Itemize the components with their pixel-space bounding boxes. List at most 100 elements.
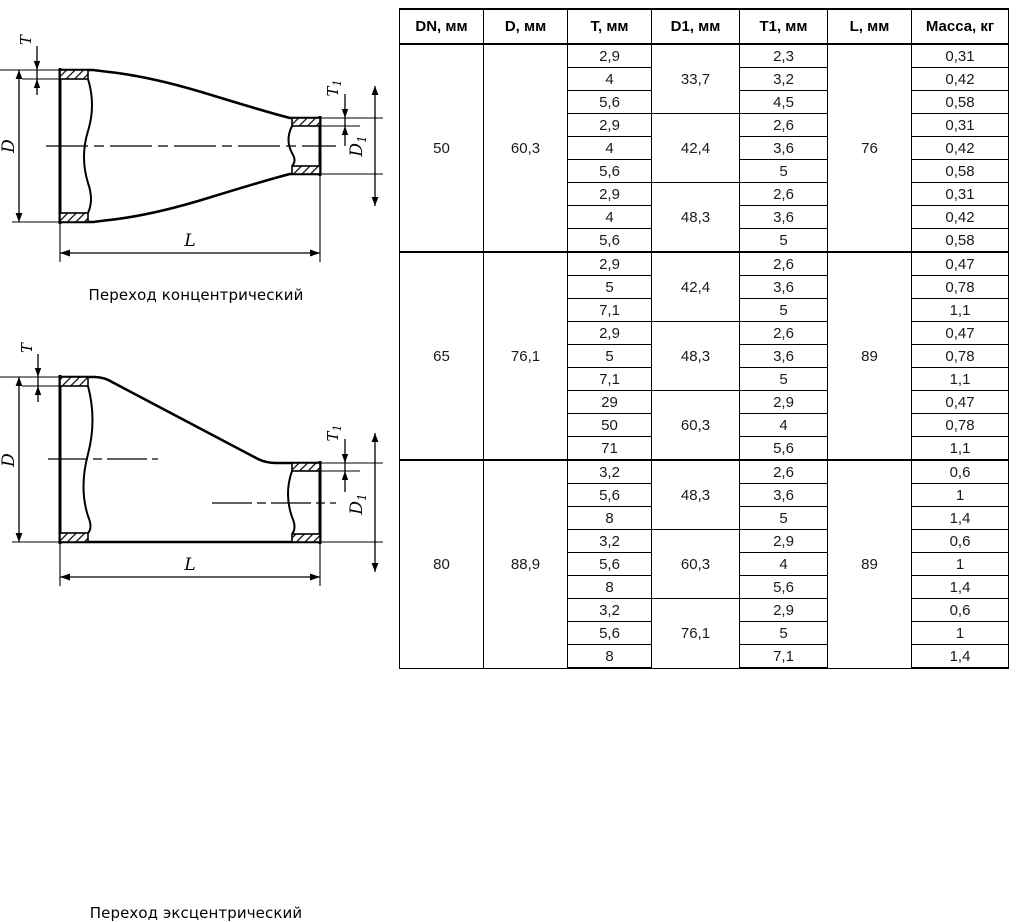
cell-l: 76 xyxy=(827,43,912,253)
cell-t1: 3,6 xyxy=(739,483,828,507)
drawings-panel: D T D1 T1 L Переход концентрический xyxy=(0,0,392,922)
svg-text:T1: T1 xyxy=(324,79,344,96)
cell-t: 5,6 xyxy=(567,159,652,183)
dimension-T1 xyxy=(320,94,372,146)
cell-t1: 5 xyxy=(739,506,828,530)
cell-t1: 5 xyxy=(739,159,828,183)
cell-t1: 7,1 xyxy=(739,644,828,669)
label-L: L xyxy=(183,231,195,251)
cell-t: 2,9 xyxy=(567,113,652,137)
cell-t: 5 xyxy=(567,344,652,368)
cell-t: 2,9 xyxy=(567,182,652,206)
cell-t1: 3,2 xyxy=(739,67,828,91)
label-T1: T1 xyxy=(324,79,344,96)
cell-t: 5,6 xyxy=(567,228,652,253)
label-L: L xyxy=(183,555,195,575)
cell-t: 8 xyxy=(567,575,652,599)
cell-t: 2,9 xyxy=(567,321,652,345)
cell-mass: 0,6 xyxy=(911,598,1009,622)
specification-table: DN, мм D, мм T, мм D1, мм T1, мм L, мм М… xyxy=(399,8,1009,669)
cell-t1: 3,6 xyxy=(739,344,828,368)
reducer-body-outline xyxy=(60,68,320,224)
drawing-eccentric-reducer: D T D1 T1 L Переход эксцентрический xyxy=(0,320,392,922)
cell-mass: 0,31 xyxy=(911,113,1009,137)
cell-l: 89 xyxy=(827,251,912,461)
cell-t: 5,6 xyxy=(567,90,652,114)
cell-dn: 65 xyxy=(399,251,484,461)
table-row: 4 3,6 0,42 xyxy=(400,205,1009,229)
label-T: T xyxy=(18,342,36,353)
table-row: 4 3,6 0,42 xyxy=(400,136,1009,160)
cell-t: 7,1 xyxy=(567,298,652,322)
cell-mass: 0,47 xyxy=(911,390,1009,414)
svg-text:D1: D1 xyxy=(347,135,369,157)
svg-text:D1: D1 xyxy=(347,493,369,515)
cell-t1: 2,6 xyxy=(739,459,828,484)
cell-l: 89 xyxy=(827,459,912,669)
column-header-l: L, мм xyxy=(827,8,912,45)
cell-t1: 5,6 xyxy=(739,575,828,599)
cell-t1: 4 xyxy=(739,552,828,576)
cell-mass: 1,4 xyxy=(911,644,1009,669)
cell-t: 5 xyxy=(567,275,652,299)
table-row: 7,1 5 1,1 xyxy=(400,367,1009,391)
cell-mass: 0,47 xyxy=(911,321,1009,345)
cell-t1: 5 xyxy=(739,621,828,645)
cell-mass: 0,42 xyxy=(911,67,1009,91)
cell-t: 4 xyxy=(567,136,652,160)
cell-mass: 0,78 xyxy=(911,275,1009,299)
table-row: 71 5,6 1,1 xyxy=(400,436,1009,461)
cell-t: 3,2 xyxy=(567,529,652,553)
dimension-D xyxy=(12,376,62,543)
cell-mass: 1,1 xyxy=(911,298,1009,322)
column-header-dn: DN, мм xyxy=(399,8,484,45)
label-T1: T1 xyxy=(324,424,344,441)
table-row: 2,9 48,3 2,6 0,47 xyxy=(400,321,1009,391)
cell-t: 5,6 xyxy=(567,483,652,507)
table-row: 80 88,9 3,2 48,3 2,6 89 0,6 xyxy=(399,459,1009,669)
table-row: 50 60,3 2,9 33,7 2,3 76 0,31 xyxy=(399,43,1009,253)
cell-t: 71 xyxy=(567,436,652,461)
cell-mass: 1,1 xyxy=(911,436,1009,461)
cell-mass: 0,58 xyxy=(911,228,1009,253)
cell-dn: 50 xyxy=(399,43,484,253)
column-header-mass: Масса, кг xyxy=(911,8,1009,45)
label-D: D xyxy=(0,139,19,154)
cell-mass: 0,31 xyxy=(911,43,1009,68)
dimension-L xyxy=(59,544,321,586)
dimension-T xyxy=(0,354,60,402)
cell-t: 5,6 xyxy=(567,621,652,645)
cell-t: 2,9 xyxy=(567,251,652,276)
table-row: 8 5 1,4 xyxy=(400,506,1009,530)
cell-t1: 4,5 xyxy=(739,90,828,114)
table-row: 5,6 3,6 1 xyxy=(400,483,1009,507)
cell-mass: 0,58 xyxy=(911,159,1009,183)
cell-t1: 2,6 xyxy=(739,113,828,137)
cell-mass: 0,42 xyxy=(911,205,1009,229)
cell-mass: 1,4 xyxy=(911,506,1009,530)
cell-t1: 4 xyxy=(739,413,828,437)
cell-t: 50 xyxy=(567,413,652,437)
table-row: 7,1 5 1,1 xyxy=(400,298,1009,322)
cell-t: 5,6 xyxy=(567,552,652,576)
column-header-d1: D1, мм xyxy=(651,8,740,45)
cell-t1: 2,9 xyxy=(739,529,828,553)
cell-d1: 33,7 xyxy=(651,43,740,114)
cell-t: 2,9 xyxy=(567,43,652,68)
cell-d1: 42,4 xyxy=(651,113,740,183)
table-row: 5,6 5 1 xyxy=(400,621,1009,645)
cell-t: 3,2 xyxy=(567,598,652,622)
cell-d1: 48,3 xyxy=(651,321,740,391)
cell-t1: 2,9 xyxy=(739,598,828,622)
cell-dn: 80 xyxy=(399,459,484,669)
cell-d1: 60,3 xyxy=(651,529,740,599)
cell-mass: 0,6 xyxy=(911,459,1009,484)
cell-t: 8 xyxy=(567,644,652,669)
cell-mass: 1,4 xyxy=(911,575,1009,599)
caption-eccentric: Переход эксцентрический xyxy=(89,904,303,922)
table-body: 50 60,3 2,9 33,7 2,3 76 0,31 4 3,2 0,42 5,6 4,5 0,58… xyxy=(399,43,1009,669)
caption-concentric: Переход концентрический xyxy=(88,286,304,304)
cell-t1: 2,6 xyxy=(739,251,828,276)
cell-d: 60,3 xyxy=(483,43,568,253)
dimension-T xyxy=(0,46,60,95)
